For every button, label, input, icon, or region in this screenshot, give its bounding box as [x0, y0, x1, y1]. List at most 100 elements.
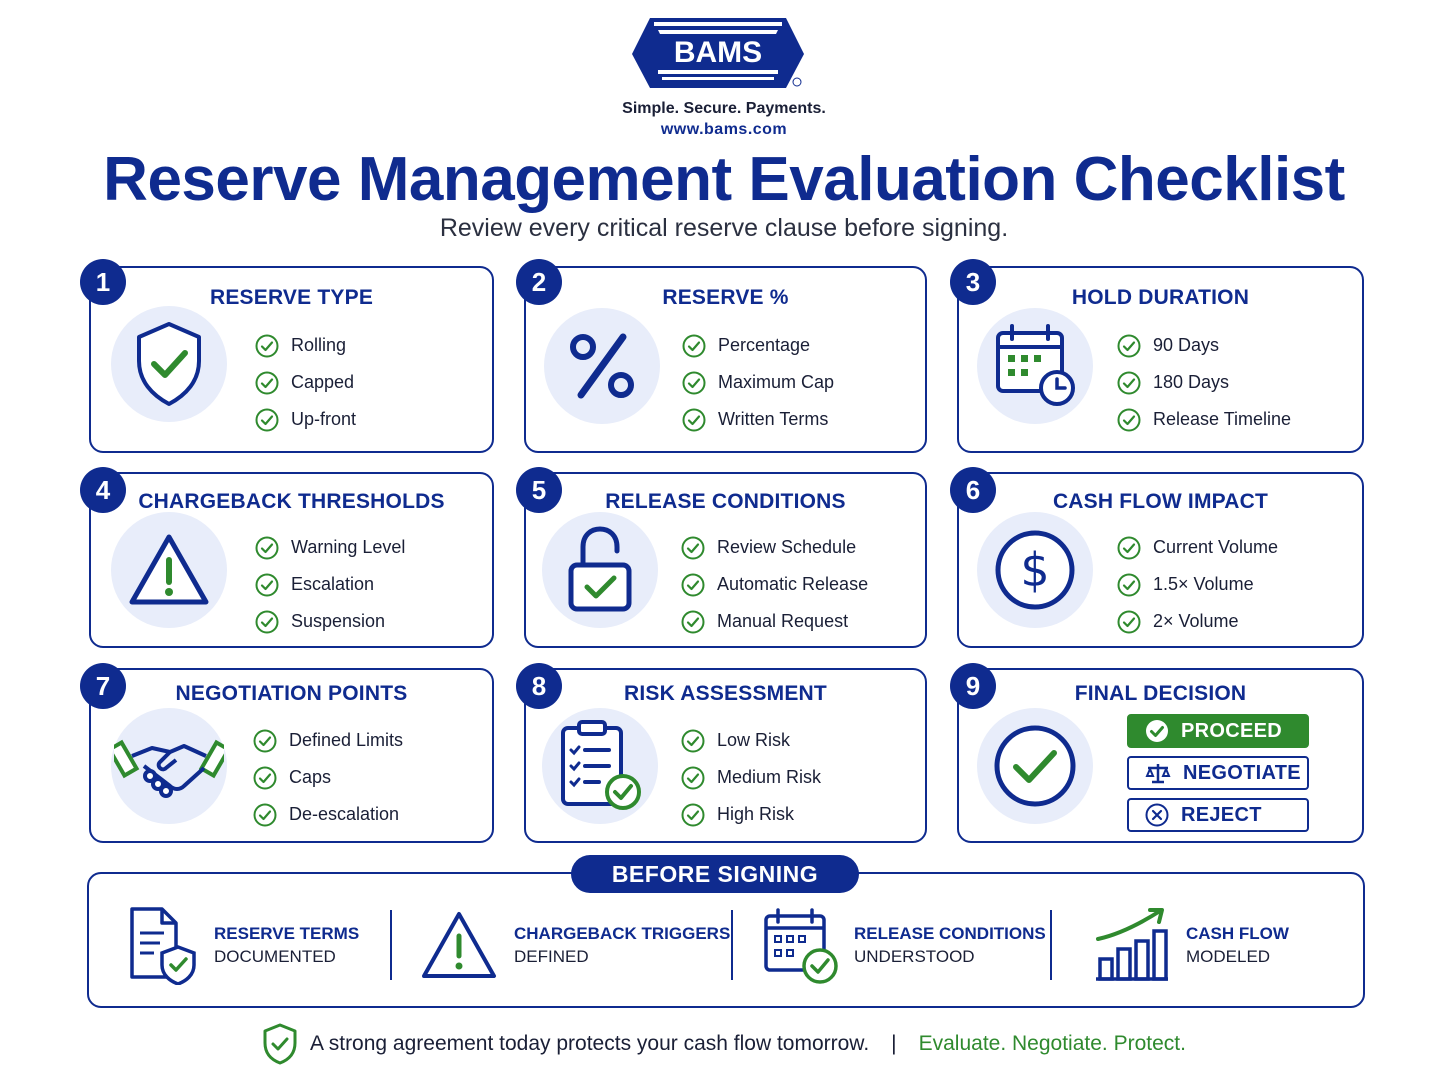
card-title: RELEASE CONDITIONS — [605, 490, 846, 513]
list-item: 180 Days — [1117, 364, 1291, 401]
divider — [390, 910, 392, 980]
card-number-badge: 3 — [950, 259, 996, 305]
shield-check-icon — [111, 306, 227, 422]
list-item: Percentage — [682, 327, 834, 364]
summary-label: CHARGEBACK TRIGGERS — [514, 924, 731, 943]
card-risk-assessment: RISK ASSESSMENT Low Risk Medium Risk Hig… — [524, 668, 927, 843]
check-icon — [681, 766, 705, 789]
list-item: Medium Risk — [681, 759, 821, 796]
check-icon — [682, 334, 706, 357]
card-title: CASH FLOW IMPACT — [1052, 490, 1269, 513]
list-item: Review Schedule — [681, 529, 868, 566]
card-cash-flow-impact: CASH FLOW IMPACT $ Current Volume 1.5× V… — [957, 472, 1364, 648]
footer-message: A strong agreement today protects your c… — [310, 1032, 870, 1055]
list-item: Defined Limits — [253, 722, 403, 759]
checklist-summary-item: CHARGEBACK TRIGGERS DEFINED — [420, 905, 730, 985]
list-item: Automatic Release — [681, 566, 868, 603]
card-release-conditions: RELEASE CONDITIONS Review Schedule Autom… — [524, 472, 927, 648]
check-icon — [255, 371, 279, 394]
footer: A strong agreement today protects your c… — [0, 1022, 1448, 1066]
page-subtitle: Review every critical reserve clause bef… — [439, 214, 1009, 242]
checklist-summary-item: RELEASE CONDITIONS UNDERSTOOD — [762, 905, 1046, 985]
card-title: FINAL DECISION — [1074, 682, 1247, 705]
list-item: 1.5× Volume — [1117, 566, 1278, 603]
card-final-decision: FINAL DECISION PROCEED NEGOTIATE REJECT — [957, 668, 1364, 843]
warning-icon — [422, 912, 496, 978]
card-reserve-percent: RESERVE % Percentage Maximum Cap Written… — [524, 266, 927, 453]
check-icon — [682, 408, 706, 431]
website-link[interactable]: www.bams.com — [660, 121, 788, 138]
card-title: NEGOTIATION POINTS — [175, 682, 408, 705]
list-item: Manual Request — [681, 603, 868, 640]
tagline: Simple. Secure. Payments. — [622, 100, 826, 117]
card-number-badge: 5 — [516, 467, 562, 513]
check-icon — [681, 610, 705, 633]
check-icon — [255, 536, 279, 559]
check-icon — [681, 536, 705, 559]
check-icon — [253, 803, 277, 826]
card-title: HOLD DURATION — [1071, 286, 1250, 309]
check-icon — [1117, 573, 1141, 596]
card-number-badge: 6 — [950, 467, 996, 513]
growth-chart-icon — [1096, 908, 1168, 981]
list-item: Up-front — [255, 401, 356, 438]
list-item: 2× Volume — [1117, 603, 1278, 640]
list-item: Suspension — [255, 603, 405, 640]
check-icon — [1117, 371, 1141, 394]
footer-separator: | — [891, 1032, 897, 1055]
calendar-check-icon — [764, 908, 838, 984]
summary-status: DEFINED — [514, 947, 589, 966]
calendar-clock-icon — [977, 308, 1093, 424]
negotiate-button[interactable]: NEGOTIATE — [1127, 756, 1309, 790]
list-item: Maximum Cap — [682, 364, 834, 401]
checklist-summary-item: CASH FLOW MODELED — [1094, 905, 1289, 985]
list-item: Current Volume — [1117, 529, 1278, 566]
shield-check-icon — [263, 1023, 297, 1065]
check-icon — [1117, 610, 1141, 633]
check-icon — [682, 371, 706, 394]
check-icon — [255, 408, 279, 431]
check-icon — [681, 573, 705, 596]
list-item: Caps — [253, 759, 403, 796]
card-title: CHARGEBACK THRESHOLDS — [138, 490, 445, 513]
summary-label: RELEASE CONDITIONS — [854, 924, 1046, 943]
card-title: RESERVE % — [662, 286, 789, 309]
list-item: Release Timeline — [1117, 401, 1291, 438]
check-icon — [255, 334, 279, 357]
dollar-icon: $ — [977, 512, 1093, 628]
reject-button[interactable]: REJECT — [1127, 798, 1309, 832]
check-circle-icon — [1146, 720, 1168, 742]
checklist-summary-item: RESERVE TERMS DOCUMENTED — [126, 905, 359, 985]
list-item: 90 Days — [1117, 327, 1291, 364]
summary-label: CASH FLOW — [1186, 924, 1289, 943]
card-number-badge: 4 — [80, 467, 126, 513]
card-chargeback-thresholds: CHARGEBACK THRESHOLDS Warning Level Esca… — [89, 472, 494, 648]
handshake-icon — [111, 708, 227, 824]
proceed-button[interactable]: PROCEED — [1127, 714, 1309, 748]
check-icon — [1117, 536, 1141, 559]
check-icon — [255, 573, 279, 596]
svg-text:$: $ — [1020, 543, 1049, 597]
card-hold-duration: HOLD DURATION 90 Days 180 Days Release T… — [957, 266, 1364, 453]
before-signing-title: BEFORE SIGNING — [571, 855, 859, 893]
list-item: Capped — [255, 364, 356, 401]
list-item: De-escalation — [253, 796, 403, 833]
card-number-badge: 2 — [516, 259, 562, 305]
unlocked-padlock-icon — [542, 512, 658, 628]
summary-status: UNDERSTOOD — [854, 947, 975, 966]
clipboard-check-icon — [542, 708, 658, 824]
check-icon — [253, 766, 277, 789]
summary-label: RESERVE TERMS — [214, 924, 360, 943]
card-number-badge: 7 — [80, 663, 126, 709]
check-icon — [255, 610, 279, 633]
list-item: Low Risk — [681, 722, 821, 759]
card-title: RESERVE TYPE — [209, 286, 374, 309]
check-icon — [253, 729, 277, 752]
scales-icon — [1145, 764, 1171, 784]
divider — [1050, 910, 1052, 980]
footer-motto: Evaluate. Negotiate. Protect. — [918, 1032, 1186, 1055]
card-number-badge: 9 — [950, 663, 996, 709]
check-icon — [681, 803, 705, 826]
x-circle-icon — [1145, 803, 1169, 827]
list-item: High Risk — [681, 796, 821, 833]
